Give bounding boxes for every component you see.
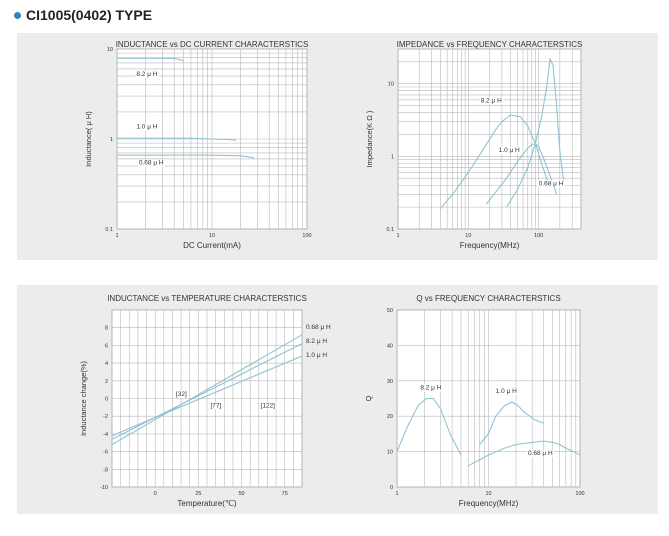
annotation-bg (174, 390, 188, 398)
legend-label: 1.0 μ H (306, 352, 327, 359)
y-tick-label: 40 (387, 343, 393, 349)
y-tick-label: 1 (110, 137, 113, 143)
x-axis-label: DC Current(mA) (183, 241, 241, 250)
chart-title: Q vs FREQUENCY CHARACTERSTICS (416, 294, 560, 303)
chart-canvas: INDUCTANCE vs DC CURRENT CHARACTERSTICS1… (84, 40, 582, 250)
annotation-label: 8.2 μ H (420, 385, 441, 392)
y-tick-label: -4 (103, 432, 108, 438)
y-tick-label: -6 (103, 450, 108, 456)
y-tick-label: -10 (100, 485, 108, 491)
bullet-icon (14, 11, 21, 19)
chart-panel-temperature-and-q: INDUCTANCE vs TEMPERATURE CHARACTERSTICS… (17, 285, 658, 514)
annotation-bg (135, 71, 159, 79)
y-tick-label: 0 (105, 397, 108, 403)
series-line-1 (479, 401, 544, 445)
y-axis-label: Inductance change(%) (79, 360, 88, 436)
annotation-bg (526, 450, 554, 458)
grid-lines (397, 48, 582, 230)
annotation-label: 8.2 μ H (481, 98, 502, 105)
x-axis-label: Temperature(℃) (177, 499, 237, 508)
chart-title: INDUCTANCE vs TEMPERATURE CHARACTERSTICS (107, 294, 307, 303)
x-tick-label: 100 (302, 233, 311, 239)
x-tick-label: 100 (575, 491, 584, 497)
annotation-label: [77] (210, 402, 221, 409)
y-axis-label: Impedance(K Ω ) (365, 110, 374, 167)
y-tick-label: 50 (387, 308, 393, 314)
series-line-1 (485, 142, 558, 205)
x-tick-label: 75 (282, 491, 288, 497)
series-line-2 (467, 440, 580, 467)
y-tick-label: 2 (105, 379, 108, 385)
annotation-label: 1.0 μ H (136, 124, 157, 131)
annotation-bg (419, 384, 443, 392)
chart-panel-inductance-vs-dc-current: INDUCTANCE vs DC CURRENT CHARACTERSTICS 1… (17, 33, 658, 260)
annotation-label: 0.68 μ H (139, 160, 164, 167)
y-tick-label: 20 (387, 414, 393, 420)
series-line-2 (112, 355, 302, 437)
chart-inductance-vs-dc-current: INDUCTANCE vs DC CURRENT CHARACTERSTICS1… (84, 40, 312, 250)
y-tick-label: 6 (105, 343, 108, 349)
annotation-bg (137, 159, 165, 167)
annotation-label: [122] (261, 402, 276, 409)
x-tick-label: 100 (534, 233, 543, 239)
annotation-label: 8.2 μ H (136, 71, 157, 78)
page-title: CI1005(0402) TYPE (26, 7, 153, 23)
y-tick-label: 30 (387, 379, 393, 385)
chart-canvas: INDUCTANCE vs TEMPERATURE CHARACTERSTICS… (79, 294, 585, 508)
y-tick-label: 8 (105, 326, 108, 332)
series-line-1 (117, 137, 237, 141)
annotation-bg (209, 402, 223, 410)
y-tick-label: -8 (103, 467, 108, 473)
legend-label: 8.2 μ H (306, 338, 327, 345)
x-tick-label: 10 (485, 491, 491, 497)
annotation-label: [32] (176, 391, 187, 398)
annotation-bg (494, 388, 519, 396)
y-tick-label: 0.1 (105, 227, 113, 233)
series-line-0 (397, 397, 462, 456)
x-tick-label: 10 (209, 233, 215, 239)
x-tick-label: 0 (154, 491, 157, 497)
annotation-bg (135, 123, 159, 131)
y-axis-label: Q (364, 395, 373, 401)
x-tick-label: 1 (395, 491, 398, 497)
annotation-label: 0.68 μ H (539, 180, 564, 187)
x-axis-label: Frequency(MHz) (460, 241, 520, 250)
annotation-label: 0.68 μ H (528, 450, 553, 457)
annotation-label: 1.0 μ H (499, 147, 520, 154)
chart-title: INDUCTANCE vs DC CURRENT CHARACTERSTICS (116, 40, 309, 49)
y-tick-label: 4 (105, 361, 108, 367)
annotation-bg (497, 146, 522, 154)
annotation-bg (537, 180, 565, 188)
series-line-1 (112, 343, 302, 440)
x-tick-label: 1 (115, 233, 118, 239)
x-tick-label: 1 (396, 233, 399, 239)
x-tick-label: 50 (238, 491, 244, 497)
annotation-label: 1.0 μ H (496, 388, 517, 395)
y-tick-label: 10 (107, 47, 113, 53)
series-line-0 (112, 334, 302, 445)
series-line-0 (117, 57, 184, 62)
y-tick-label: 10 (388, 82, 394, 88)
chart-q-vs-frequency: Q vs FREQUENCY CHARACTERSTICS 1 10 100 0 10 20… (364, 294, 585, 508)
y-tick-label: -2 (103, 414, 108, 420)
y-tick-label: 0.1 (386, 227, 394, 233)
annotation-bg (259, 402, 277, 410)
y-axis-label: Inductance( μ H) (84, 111, 93, 167)
y-tick-label: 0 (390, 485, 393, 491)
x-axis-label: Frequency(MHz) (459, 499, 519, 508)
legend-label: 0.68 μ H (306, 324, 331, 331)
y-tick-label: 10 (387, 450, 393, 456)
grid-lines (396, 309, 581, 488)
series-line-2 (117, 154, 255, 159)
y-tick-label: 1 (391, 154, 394, 160)
page-header: CI1005(0402) TYPE (14, 6, 152, 24)
annotation-bg (479, 97, 504, 105)
x-tick-label: 10 (465, 233, 471, 239)
series-line-2 (506, 58, 565, 208)
chart-title: IMPEDANCE vs FREQUENCY CHARACTERSTICS (397, 40, 583, 49)
x-tick-label: 25 (195, 491, 201, 497)
chart-inductance-vs-temperature: INDUCTANCE vs TEMPERATURE CHARACTERSTICS… (79, 294, 331, 508)
